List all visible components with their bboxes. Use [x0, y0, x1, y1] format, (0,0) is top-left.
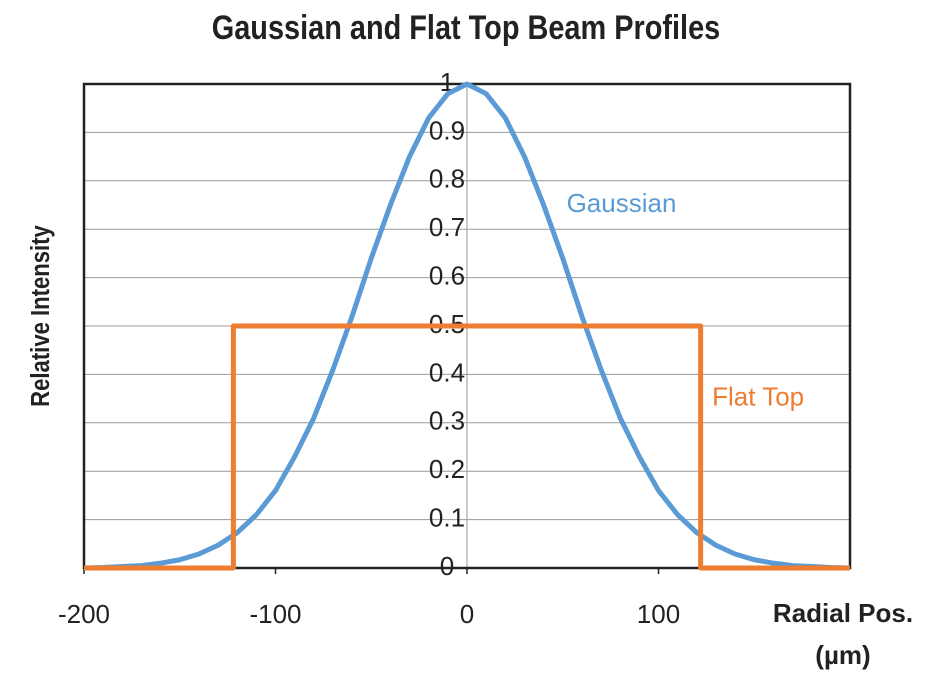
series-label: Gaussian	[567, 188, 677, 218]
series-line	[83, 81, 851, 571]
x-tick-label: -200	[58, 599, 110, 629]
y-tick-label: 0.9	[429, 115, 465, 145]
y-tick-label: 0	[440, 551, 454, 581]
y-tick-label: 0.1	[429, 502, 465, 532]
x-tick-label: 0	[460, 599, 474, 629]
x-tick-label: -100	[249, 599, 301, 629]
y-tick-label: 0.3	[429, 406, 465, 436]
x-axis-label: Radial Pos.	[773, 598, 913, 628]
x-tick-label: 100	[637, 599, 680, 629]
series-label: Flat Top	[712, 381, 804, 411]
y-tick-label: 0.6	[429, 260, 465, 290]
y-axis-label: Relative Intensity	[26, 225, 55, 407]
y-tick-label: 0.2	[429, 454, 465, 484]
y-tick-label: 1	[440, 67, 454, 97]
y-tick-label: 0.8	[429, 164, 465, 194]
series-line	[84, 323, 850, 571]
y-tick-label: 0.7	[429, 212, 465, 242]
chart-title: Gaussian and Flat Top Beam Profiles	[212, 8, 720, 47]
x-axis-label: (µm)	[815, 640, 870, 670]
y-tick-label: 0.4	[429, 357, 465, 387]
